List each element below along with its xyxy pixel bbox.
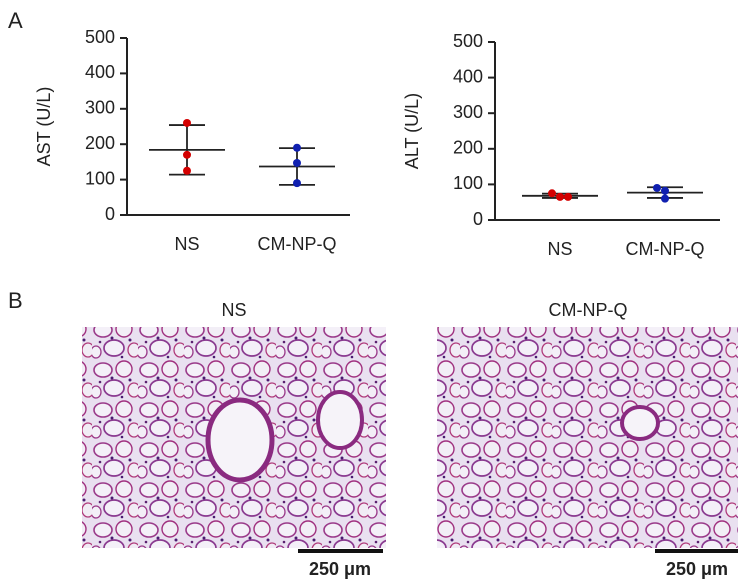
data-point <box>293 179 301 188</box>
data-point <box>183 166 191 175</box>
data-point <box>183 118 191 127</box>
data-point <box>293 143 301 152</box>
y-tick-label: 500 <box>453 31 483 51</box>
y-tick-label: 200 <box>85 133 115 153</box>
y-tick-label: 100 <box>453 173 483 193</box>
y-axis-label: AST (U/L) <box>34 87 54 167</box>
data-point <box>556 192 564 201</box>
y-tick-label: 0 <box>105 204 115 224</box>
x-tick-label: NS <box>547 239 572 259</box>
data-point <box>661 194 669 203</box>
y-tick-label: 400 <box>453 66 483 86</box>
airway <box>620 405 660 441</box>
x-tick-label: CM-NP-Q <box>626 239 705 259</box>
histology-image <box>437 327 738 548</box>
data-point <box>661 186 669 195</box>
y-tick-label: 0 <box>473 209 483 229</box>
data-point <box>653 183 661 192</box>
airway <box>316 390 364 450</box>
scale-bar-label: 250 μm <box>309 559 371 579</box>
x-tick-label: NS <box>174 234 199 254</box>
y-tick-label: 200 <box>453 138 483 158</box>
y-tick-label: 100 <box>85 168 115 188</box>
image-title: NS <box>221 300 246 320</box>
airway <box>205 397 275 483</box>
panel-label: B <box>8 288 23 313</box>
data-point <box>183 150 191 159</box>
scale-bar-label: 250 μm <box>666 559 728 579</box>
y-tick-label: 300 <box>453 102 483 122</box>
data-point <box>293 158 301 167</box>
y-tick-label: 300 <box>85 98 115 118</box>
data-point <box>564 192 572 201</box>
panel-label: A <box>8 8 23 33</box>
data-point <box>548 189 556 198</box>
y-tick-label: 500 <box>85 27 115 47</box>
x-tick-label: CM-NP-Q <box>258 234 337 254</box>
y-axis-label: ALT (U/L) <box>402 93 422 169</box>
y-tick-label: 400 <box>85 62 115 82</box>
image-title: CM-NP-Q <box>549 300 628 320</box>
